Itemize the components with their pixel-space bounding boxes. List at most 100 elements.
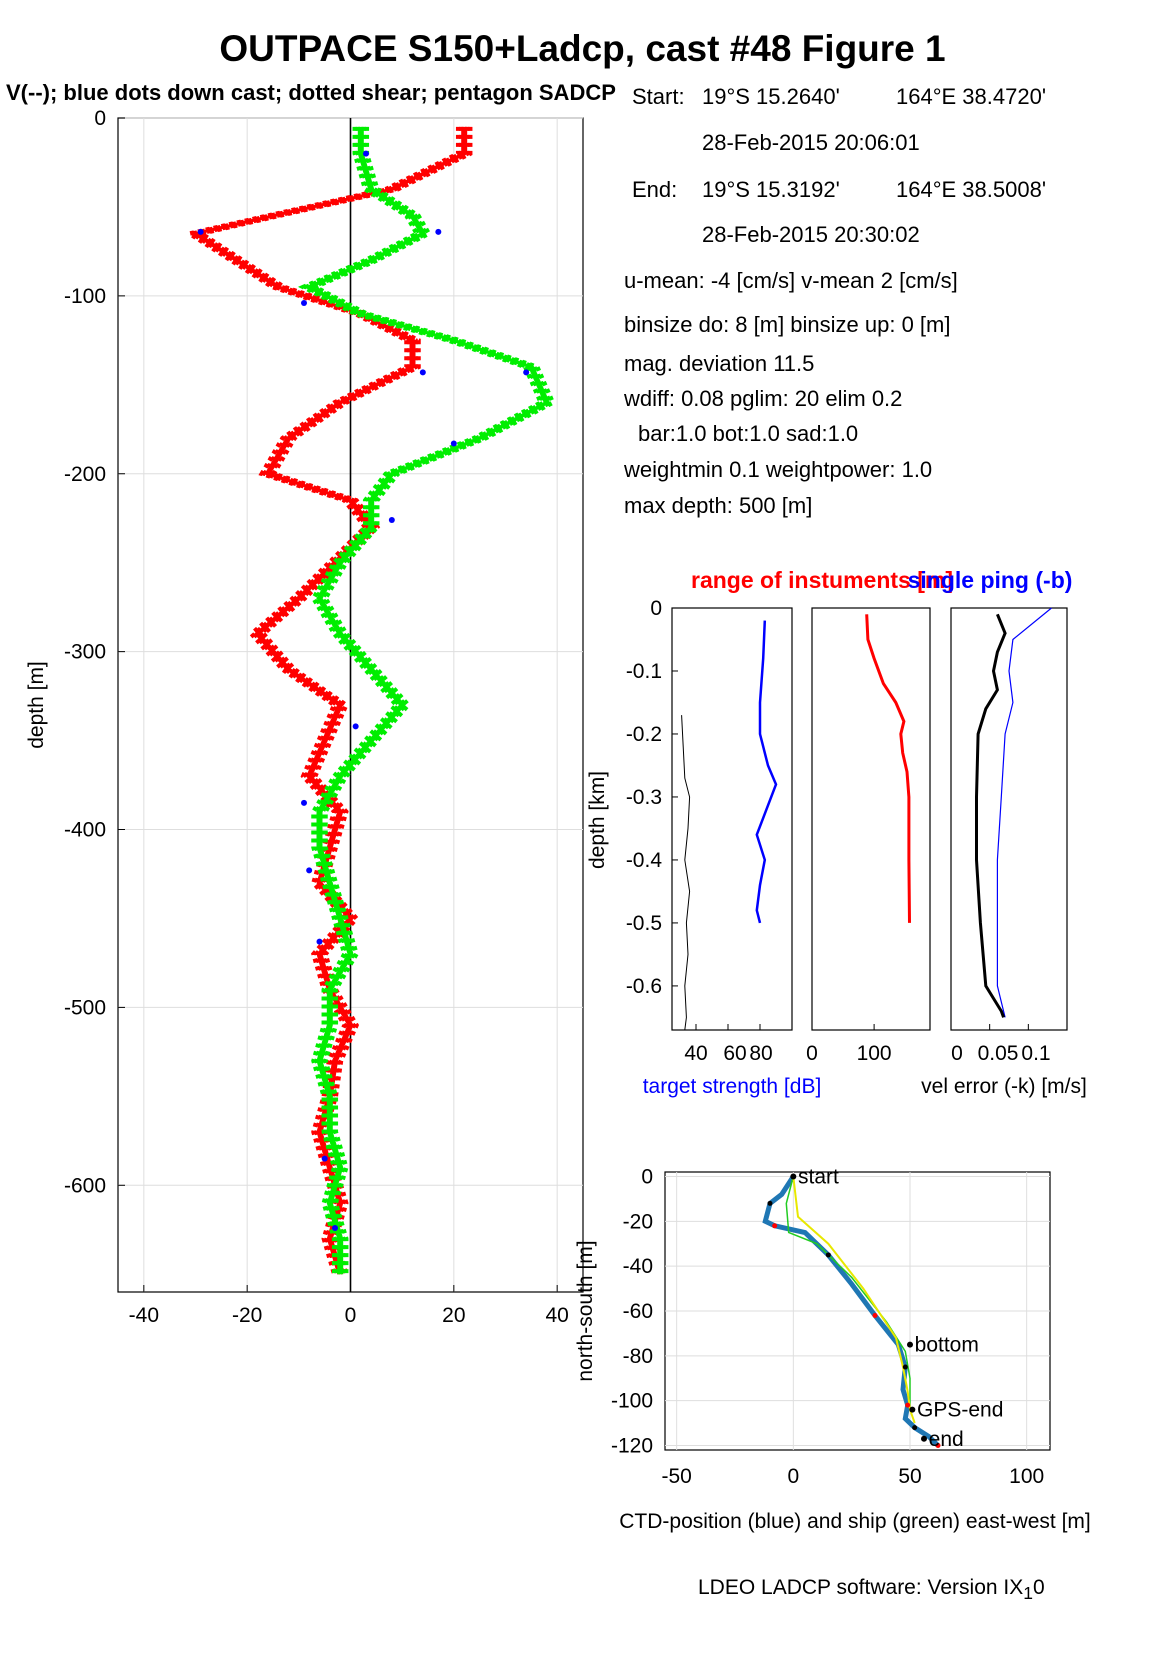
y-tick-label: -20 xyxy=(623,1210,653,1233)
velocity-error-panel-frame xyxy=(950,607,1068,1031)
velocity-line-v xyxy=(308,126,551,1275)
start-time: 28-Feb-2015 20:06:01 xyxy=(702,130,920,155)
y-axis-label: north-south [m] xyxy=(574,1240,597,1381)
end-label: End: xyxy=(632,177,678,202)
x-tick-label: 0 xyxy=(951,1042,963,1065)
figure-subtitle: V(--); blue dots down cast; dotted shear… xyxy=(6,80,616,105)
track-marker xyxy=(872,1312,878,1318)
start-label: Start: xyxy=(632,84,685,109)
range-line xyxy=(865,614,911,923)
track-marker xyxy=(767,1200,773,1206)
software-version: LDEO LADCP software: Version IX10 xyxy=(698,1576,1045,1604)
downcast-dot xyxy=(435,228,442,235)
y-tick-label: -100 xyxy=(611,1390,653,1413)
downcast-dot xyxy=(523,369,530,376)
track-marker xyxy=(935,1443,941,1449)
y-tick-label: 0 xyxy=(650,597,662,620)
start-longitude: 164°E 38.4720' xyxy=(896,84,1047,109)
downcast-dot xyxy=(321,1155,328,1162)
single-ping-title: single ping (-b) xyxy=(908,567,1073,593)
downcast-dot xyxy=(332,1224,338,1231)
downcast-dot xyxy=(306,867,313,874)
x-tick-label: 0 xyxy=(787,1465,799,1488)
y-tick-label: -0.1 xyxy=(626,660,662,683)
end-longitude: 164°E 38.5008' xyxy=(896,177,1047,202)
x-tick-label: -50 xyxy=(661,1465,691,1488)
annotation-bottom: bottom xyxy=(915,1334,979,1357)
y-tick-label: -400 xyxy=(64,819,106,842)
x-tick-label: 80 xyxy=(749,1042,772,1065)
downcast-dot xyxy=(419,369,426,376)
x-axis-label: target strength [dB] xyxy=(643,1075,822,1098)
velocity-profile-plot: -40 -20 0 20 400-100-200-300-400-500-600dept… xyxy=(25,107,584,1327)
x-tick-label: -20 xyxy=(232,1304,262,1327)
figure-title: OUTPACE S150+Ladcp, cast #48 Figure 1 xyxy=(219,28,946,69)
weightmin: weightmin 0.1 weightpower: 1.0 xyxy=(624,457,933,482)
velocity-line-u xyxy=(194,126,468,1275)
y-tick-label: -0.4 xyxy=(626,849,663,872)
annotation-gps-end: GPS-end xyxy=(917,1399,1003,1422)
range-panel: 0 100 xyxy=(806,607,931,1065)
x-tick-label: 100 xyxy=(857,1042,892,1065)
x-tick-label: 60 xyxy=(723,1042,746,1065)
end-time: 28-Feb-2015 20:30:02 xyxy=(702,222,920,247)
velocity-line-u xyxy=(191,126,466,1275)
annotation-end: end xyxy=(929,1428,964,1451)
x-tick-label: 20 xyxy=(442,1304,465,1327)
velocity-error-panel: 0 0.05 0.1 vel error (-k) [m/s] xyxy=(921,607,1087,1098)
position-map-plot: -50 0 50 100 0 -20 -40 -60 -80 -100 -120 north-sout… xyxy=(574,1165,1091,1533)
downcast-dot xyxy=(388,517,395,524)
downcast-dot xyxy=(301,799,307,806)
track-marker xyxy=(912,1425,918,1431)
y-tick-label: -200 xyxy=(64,463,106,486)
track-marker xyxy=(902,1364,908,1370)
end-latitude: 19°S 15.3192' xyxy=(702,177,840,202)
downcast-dot xyxy=(301,299,307,306)
ship-track xyxy=(785,1176,911,1410)
downcast-dot xyxy=(352,723,359,730)
y-tick-label: -0.5 xyxy=(626,912,662,935)
binsize: binsize do: 8 [m] binsize up: 0 [m] xyxy=(624,312,951,337)
y-tick-label: -120 xyxy=(611,1435,653,1458)
range-panel-frame xyxy=(811,607,931,1031)
x-tick-label: 40 xyxy=(684,1042,707,1065)
target-strength-panel-frame xyxy=(671,607,793,1031)
mean-velocity: u-mean: -4 [cm/s] v-mean 2 [cm/s] xyxy=(624,268,958,293)
downcast-dot xyxy=(197,228,204,235)
velocity-error-line xyxy=(975,613,1007,1018)
y-tick-label: -60 xyxy=(623,1300,653,1323)
track-marker xyxy=(905,1402,911,1408)
y-tick-label: -80 xyxy=(623,1345,653,1368)
y-tick-label: -0.6 xyxy=(626,975,662,998)
weights-bar: bar:1.0 bot:1.0 sad:1.0 xyxy=(638,421,859,446)
y-axis-label: depth [km] xyxy=(586,771,609,869)
y-tick-label: -40 xyxy=(623,1255,653,1278)
mag-deviation: mag. deviation 11.5 xyxy=(624,351,815,376)
annotation-marker xyxy=(921,1435,927,1442)
single-ping-line xyxy=(996,607,1052,1018)
y-axis-label: depth [m] xyxy=(25,661,48,749)
downcast-dot xyxy=(450,440,457,447)
track-marker xyxy=(825,1252,831,1258)
start-latitude: 19°S 15.2640' xyxy=(702,84,840,109)
annotation-marker xyxy=(909,1406,916,1413)
range-panel-title: range of instuments [m] xyxy=(691,567,953,593)
x-tick-label: -40 xyxy=(129,1304,159,1327)
wdiff: wdiff: 0.08 pglim: 20 elim 0.2 xyxy=(624,386,903,411)
y-tick-label: 0 xyxy=(94,107,106,130)
target-strength-line xyxy=(755,620,778,924)
annotation-start: start xyxy=(798,1165,839,1188)
downcast-dot xyxy=(316,938,323,945)
y-tick-label: -0.3 xyxy=(626,786,662,809)
max-depth: max depth: 500 [m] xyxy=(624,493,813,518)
y-tick-label: -100 xyxy=(64,285,106,308)
x-tick-label: 50 xyxy=(898,1465,921,1488)
x-tick-label: 0 xyxy=(806,1042,818,1065)
x-axis-label: vel error (-k) [m/s] xyxy=(921,1075,1087,1098)
downcast-dot xyxy=(363,150,369,157)
x-axis-label: CTD-position (blue) and ship (green) eas… xyxy=(619,1510,1091,1533)
x-tick-label: 0 xyxy=(345,1304,357,1327)
target-strength-noise-line xyxy=(681,715,691,1031)
target-strength-panel: 0 -0.1 -0.2 -0.3 -0.4 -0.5 -0.6 depth [km] 40 60 8… xyxy=(586,597,821,1098)
